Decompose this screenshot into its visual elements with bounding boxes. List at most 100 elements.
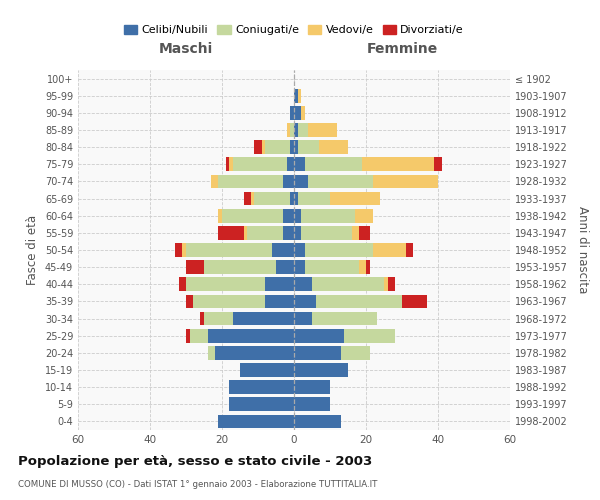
Bar: [366, 260, 370, 274]
Bar: [226, 158, 229, 171]
Bar: [182, 243, 186, 257]
Bar: [294, 363, 348, 377]
Bar: [352, 226, 359, 239]
Bar: [208, 329, 294, 342]
Bar: [229, 380, 294, 394]
Bar: [204, 260, 276, 274]
Bar: [312, 312, 377, 326]
Bar: [434, 158, 442, 171]
Bar: [186, 278, 265, 291]
Bar: [294, 209, 301, 222]
Bar: [294, 346, 341, 360]
Bar: [316, 294, 402, 308]
Bar: [283, 226, 294, 239]
Bar: [308, 123, 337, 137]
Y-axis label: Anni di nascita: Anni di nascita: [575, 206, 589, 294]
Bar: [186, 243, 272, 257]
Bar: [312, 278, 384, 291]
Bar: [298, 192, 330, 205]
Bar: [294, 192, 298, 205]
Bar: [294, 260, 305, 274]
Bar: [272, 243, 294, 257]
Bar: [200, 312, 204, 326]
Bar: [233, 312, 294, 326]
Bar: [294, 174, 308, 188]
Bar: [294, 278, 312, 291]
Bar: [294, 140, 298, 154]
Bar: [290, 106, 294, 120]
Bar: [262, 140, 265, 154]
Bar: [283, 174, 294, 188]
Bar: [186, 294, 193, 308]
Bar: [301, 209, 355, 222]
Bar: [301, 226, 352, 239]
Bar: [244, 192, 251, 205]
Bar: [229, 398, 294, 411]
Bar: [305, 260, 359, 274]
Bar: [294, 243, 305, 257]
Bar: [355, 209, 373, 222]
Bar: [298, 140, 319, 154]
Bar: [247, 226, 283, 239]
Bar: [233, 158, 287, 171]
Text: Maschi: Maschi: [159, 42, 213, 56]
Bar: [301, 106, 305, 120]
Bar: [215, 346, 294, 360]
Bar: [359, 226, 370, 239]
Y-axis label: Fasce di età: Fasce di età: [26, 215, 39, 285]
Bar: [276, 260, 294, 274]
Bar: [186, 329, 190, 342]
Bar: [290, 140, 294, 154]
Bar: [294, 226, 301, 239]
Bar: [179, 278, 186, 291]
Bar: [344, 329, 395, 342]
Bar: [287, 123, 290, 137]
Bar: [204, 312, 233, 326]
Bar: [240, 363, 294, 377]
Bar: [218, 209, 222, 222]
Bar: [290, 123, 294, 137]
Bar: [186, 260, 204, 274]
Bar: [305, 243, 373, 257]
Bar: [388, 278, 395, 291]
Bar: [222, 209, 283, 222]
Bar: [362, 158, 434, 171]
Text: COMUNE DI MUSSO (CO) - Dati ISTAT 1° gennaio 2003 - Elaborazione TUTTITALIA.IT: COMUNE DI MUSSO (CO) - Dati ISTAT 1° gen…: [18, 480, 377, 489]
Bar: [294, 398, 330, 411]
Bar: [218, 226, 244, 239]
Bar: [208, 346, 215, 360]
Bar: [294, 329, 344, 342]
Bar: [402, 294, 427, 308]
Bar: [330, 192, 380, 205]
Bar: [265, 294, 294, 308]
Bar: [373, 174, 438, 188]
Bar: [359, 260, 366, 274]
Bar: [305, 158, 362, 171]
Bar: [229, 158, 233, 171]
Bar: [294, 106, 301, 120]
Bar: [190, 329, 208, 342]
Bar: [211, 174, 218, 188]
Bar: [251, 192, 254, 205]
Text: Popolazione per età, sesso e stato civile - 2003: Popolazione per età, sesso e stato civil…: [18, 455, 372, 468]
Bar: [244, 226, 247, 239]
Bar: [406, 243, 413, 257]
Bar: [287, 158, 294, 171]
Bar: [298, 89, 301, 102]
Bar: [319, 140, 348, 154]
Bar: [218, 174, 283, 188]
Bar: [193, 294, 265, 308]
Bar: [294, 312, 312, 326]
Bar: [308, 174, 373, 188]
Bar: [384, 278, 388, 291]
Bar: [175, 243, 182, 257]
Bar: [265, 278, 294, 291]
Bar: [283, 209, 294, 222]
Bar: [294, 123, 298, 137]
Bar: [294, 158, 305, 171]
Bar: [294, 380, 330, 394]
Bar: [265, 140, 290, 154]
Bar: [294, 89, 298, 102]
Bar: [373, 243, 406, 257]
Bar: [254, 192, 290, 205]
